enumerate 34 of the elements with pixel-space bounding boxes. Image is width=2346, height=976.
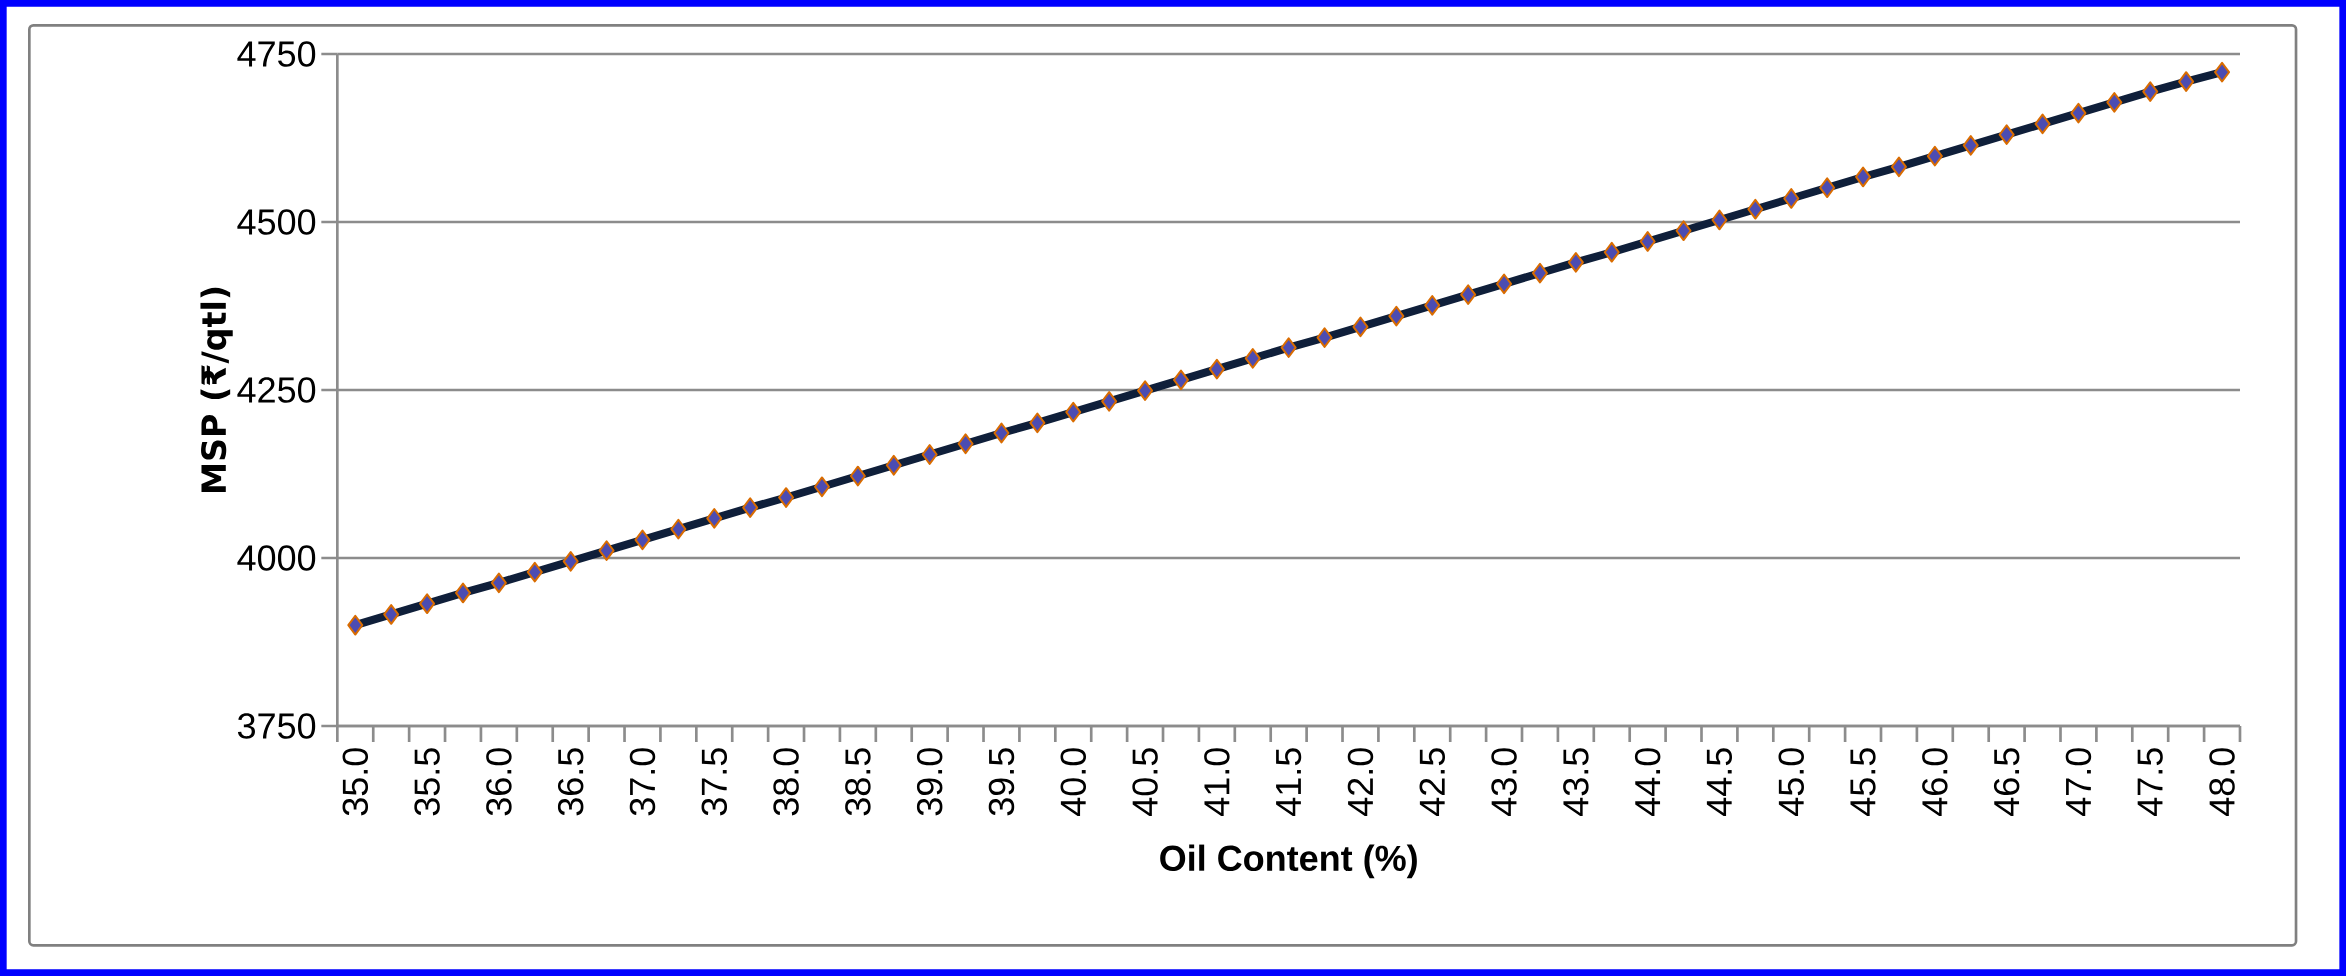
x-tick-label: 45.0: [1778, 748, 1804, 816]
x-tick-label: 47.0: [2065, 748, 2092, 816]
x-tick-label: 40.0: [1060, 748, 1087, 816]
y-tick-label: 4750: [237, 41, 316, 67]
x-tick-label: 36.5: [557, 748, 584, 816]
x-tick-label: 38.0: [773, 748, 799, 816]
y-tick-label: 4250: [237, 377, 316, 403]
x-tick-label: 43.0: [1491, 748, 1517, 816]
x-tick-label: 42.5: [1419, 748, 1446, 816]
y-axis-title: MSP (₹/qtl): [200, 287, 233, 493]
x-tick-label: 38.5: [845, 748, 871, 816]
x-tick-label: 43.5: [1563, 748, 1589, 816]
x-tick-label: 42.0: [1347, 748, 1374, 816]
x-tick-label: 35.5: [414, 748, 440, 816]
x-tick-label: 39.0: [916, 748, 943, 816]
x-tick-label: 48.0: [2209, 748, 2235, 816]
y-tick-label: 3750: [237, 713, 316, 739]
x-axis-title: Oil Content (%): [1160, 844, 1417, 879]
x-tick-label: 37.5: [701, 748, 728, 816]
x-tick-label: 47.5: [2137, 748, 2163, 816]
x-tick-label: 45.5: [1850, 748, 1876, 816]
x-tick-label: 44.0: [1634, 748, 1661, 816]
x-tick-label: 41.0: [1204, 748, 1230, 816]
x-tick-label: 41.5: [1276, 748, 1302, 816]
x-tick-label: 39.5: [988, 748, 1015, 816]
x-tick-label: 46.0: [1922, 748, 1948, 816]
x-tick-label: 46.5: [1993, 748, 2020, 816]
x-tick-label: 37.0: [629, 748, 656, 816]
x-tick-label: 36.0: [486, 748, 512, 816]
y-tick-label: 4500: [237, 209, 316, 235]
x-tick-label: 35.0: [342, 748, 369, 816]
y-tick-label: 4000: [237, 545, 316, 571]
x-tick-label: 44.5: [1706, 748, 1733, 816]
x-tick-label: 40.5: [1132, 748, 1158, 816]
